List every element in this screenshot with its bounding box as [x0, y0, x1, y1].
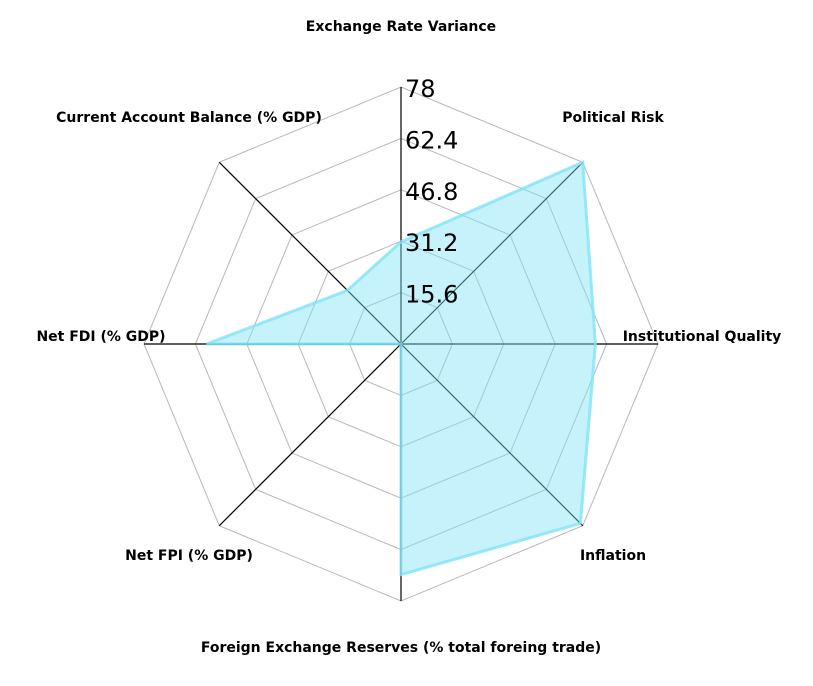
- axis-label: Exchange Rate Variance: [306, 19, 496, 35]
- series-area: [206, 160, 597, 577]
- tick-label: 15.6: [405, 281, 458, 309]
- axis-label: Foreign Exchange Reserves (% total forei…: [201, 640, 601, 656]
- axis-spoke: [400, 161, 584, 345]
- axis-label: Political Risk: [562, 110, 664, 126]
- tick-label: 46.8: [405, 178, 458, 206]
- axis-label: Net FDI (% GDP): [36, 329, 165, 345]
- axis-label: Net FPI (% GDP): [125, 548, 253, 564]
- axis-spoke: [400, 343, 584, 527]
- axis-labels: Exchange Rate Variance Political Risk Inst…: [36, 19, 781, 656]
- tick-labels: 15.6 31.2 46.8 62.4 78: [405, 75, 458, 309]
- tick-label: 62.4: [405, 126, 458, 154]
- axis-label: Institutional Quality: [623, 329, 782, 345]
- tick-label: 31.2: [405, 229, 458, 257]
- data-area-layer: [206, 160, 597, 577]
- axis-label: Current Account Balance (% GDP): [56, 110, 322, 126]
- axis-label: Inflation: [580, 548, 646, 564]
- axis-spoke: [218, 343, 402, 527]
- tick-label: 78: [405, 75, 436, 103]
- axis-spoke: [218, 161, 402, 345]
